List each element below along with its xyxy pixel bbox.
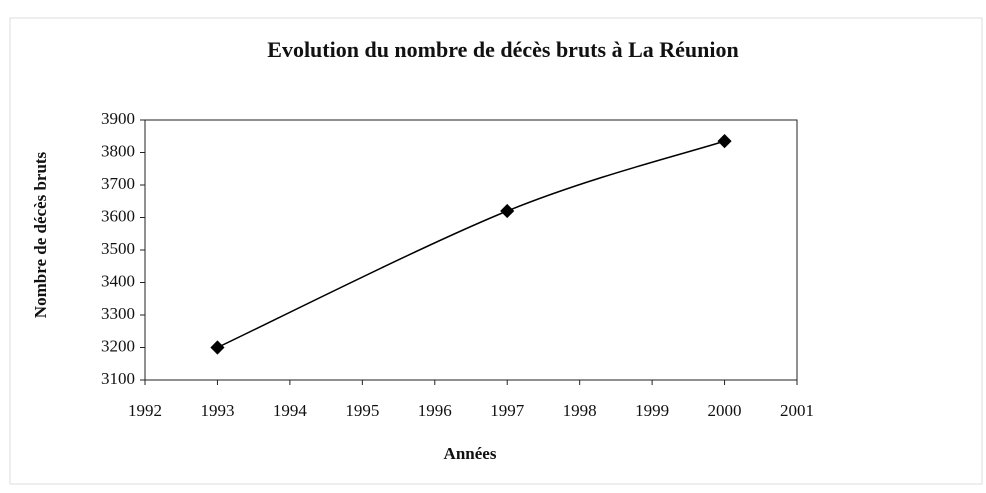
x-tick-label: 1998: [563, 401, 597, 420]
y-tick-label: 3500: [101, 239, 135, 258]
marker: [210, 340, 225, 355]
x-tick-label: 1993: [200, 401, 234, 420]
y-tick-label: 3700: [101, 174, 135, 193]
marker: [717, 134, 732, 149]
y-tick-label: 3300: [101, 304, 135, 323]
y-tick-label: 3200: [101, 336, 135, 355]
x-tick-label: 1997: [490, 401, 525, 420]
chart-frame: [9, 17, 983, 485]
x-axis-title: Années: [444, 444, 497, 463]
x-tick-label: 1992: [128, 401, 162, 420]
line: [217, 140, 725, 349]
chart-title: Evolution du nombre de décès bruts à La …: [267, 37, 738, 62]
x-tick-label: 1999: [635, 401, 669, 420]
y-tick-label: 3100: [101, 369, 135, 388]
x-tick-label: 1996: [418, 401, 452, 420]
y-axis-title: Nombre de décès bruts: [31, 151, 50, 318]
x-tick-label: 1994: [273, 401, 308, 420]
marker: [500, 203, 515, 219]
y-tick-label: 3400: [101, 271, 135, 290]
x-tick-label: 2001: [780, 401, 814, 420]
y-tick-label: 3800: [101, 141, 135, 160]
y-tick-label: 3600: [101, 206, 135, 225]
plot-area: [144, 119, 798, 381]
y-tick-label: 3900: [101, 109, 135, 128]
x-tick-label: 1995: [345, 401, 379, 420]
x-tick-label: 2000: [708, 401, 742, 420]
